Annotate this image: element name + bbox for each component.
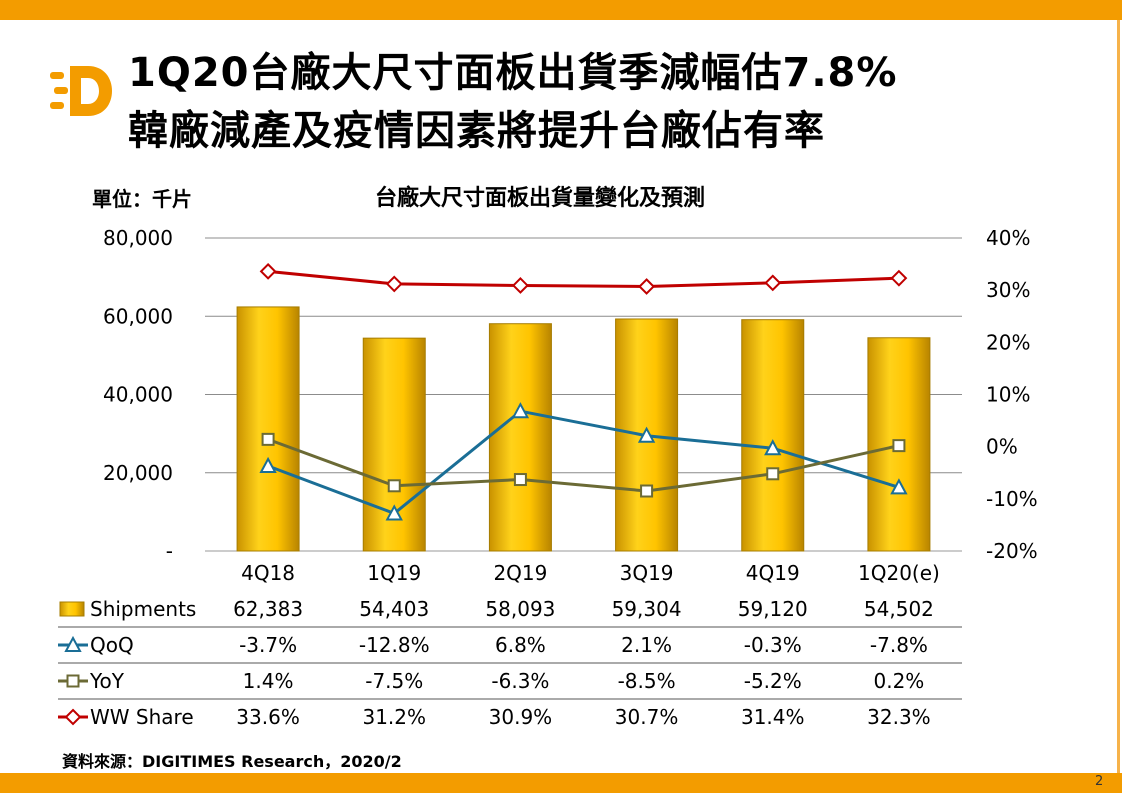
- bottom-accent-bar: [0, 773, 1122, 793]
- page-title-line2: 韓廠減產及疫情因素將提升台廠佔有率: [128, 108, 825, 154]
- category-label: 1Q20(e): [858, 561, 940, 585]
- series-line-qoq: [267, 409, 900, 516]
- bar-shipments: [488, 323, 552, 552]
- table-cell-ww-share: 30.9%: [489, 705, 553, 729]
- table-cell-yoy: -7.5%: [365, 669, 423, 693]
- right-axis-tick-label: 40%: [986, 226, 1030, 250]
- legend-label-ww-share: WW Share: [90, 705, 194, 729]
- right-axis-tick-label: 30%: [986, 278, 1030, 302]
- table-cell-ww-share: 30.7%: [615, 705, 679, 729]
- table-cell-shipments: 58,093: [485, 597, 555, 621]
- point-yoy: [640, 484, 654, 498]
- left-axis-tick-label: 60,000: [103, 304, 173, 328]
- table-cell-qoq: 6.8%: [495, 633, 546, 657]
- source-note: 資料來源：DIGITIMES Research，2020/2: [62, 752, 402, 771]
- table-cell-yoy: -6.3%: [491, 669, 549, 693]
- table-cell-yoy: 1.4%: [243, 669, 294, 693]
- point-qoq: [637, 426, 656, 443]
- point-ww-share: [638, 278, 655, 295]
- category-label: 1Q19: [367, 561, 421, 585]
- legend-marker-yoy: [66, 674, 80, 688]
- point-yoy: [766, 467, 780, 481]
- legend-marker-qoq: [64, 635, 82, 652]
- bar-shipments: [741, 319, 805, 552]
- bar-shipments: [236, 306, 300, 552]
- category-label: 4Q19: [746, 561, 800, 585]
- table-cell-shipments: 54,403: [359, 597, 429, 621]
- category-label: 4Q18: [241, 561, 295, 585]
- point-yoy: [513, 473, 527, 487]
- right-axis-tick-label: 0%: [986, 435, 1018, 459]
- table-cell-ww-share: 33.6%: [236, 705, 300, 729]
- point-ww-share: [259, 262, 277, 280]
- point-yoy: [892, 439, 906, 453]
- legend-key-shipments: [59, 601, 85, 617]
- table-cell-shipments: 62,383: [233, 597, 303, 621]
- left-axis-tick-label: -: [166, 539, 173, 563]
- unit-label: 單位：千片: [92, 187, 192, 211]
- table-cell-qoq: -3.7%: [239, 633, 297, 657]
- table-cell-yoy: 0.2%: [874, 669, 925, 693]
- table-cell-shipments: 59,304: [612, 597, 682, 621]
- table-cell-ww-share: 31.2%: [362, 705, 426, 729]
- table-cell-yoy: -5.2%: [744, 669, 802, 693]
- point-ww-share: [764, 274, 782, 292]
- legend-label-yoy: YoY: [89, 669, 125, 693]
- point-qoq: [259, 456, 277, 473]
- table-cell-qoq: 2.1%: [621, 633, 672, 657]
- table-cell-yoy: -8.5%: [618, 669, 676, 693]
- right-axis-tick-label: 10%: [986, 383, 1030, 407]
- left-axis-tick-label: 40,000: [103, 383, 173, 407]
- point-qoq: [890, 478, 908, 495]
- series-line-ww-share: [267, 269, 899, 289]
- point-ww-share: [385, 275, 403, 293]
- series-line-yoy: [267, 437, 900, 493]
- point-qoq: [511, 402, 530, 419]
- point-ww-share: [890, 269, 908, 287]
- right-accent-line: [1117, 20, 1120, 773]
- top-accent-bar: [0, 0, 1122, 20]
- digitimes-logo-icon: [50, 66, 112, 116]
- legend-label-qoq: QoQ: [90, 633, 134, 657]
- table-cell-ww-share: 32.3%: [867, 705, 931, 729]
- point-qoq: [385, 504, 403, 521]
- point-yoy: [387, 479, 401, 493]
- chart-title: 台廠大尺寸面板出貨量變化及預測: [374, 186, 705, 211]
- left-axis-tick-label: 80,000: [103, 226, 173, 250]
- table-cell-shipments: 54,502: [864, 597, 934, 621]
- page-number: 2: [1095, 774, 1104, 789]
- point-ww-share: [512, 277, 529, 294]
- table-cell-qoq: -12.8%: [359, 633, 430, 657]
- page-title-line1: 1Q20台廠大尺寸面板出貨季減幅估7.8%: [128, 50, 898, 96]
- legend-label-shipments: Shipments: [90, 597, 196, 621]
- category-label: 2Q19: [493, 561, 547, 585]
- left-axis-tick-label: 20,000: [103, 461, 173, 485]
- category-label: 3Q19: [620, 561, 674, 585]
- table-cell-qoq: -0.3%: [744, 633, 802, 657]
- point-qoq: [764, 439, 782, 456]
- point-yoy: [261, 432, 275, 446]
- right-axis-tick-label: -10%: [986, 487, 1038, 511]
- table-cell-shipments: 59,120: [738, 597, 808, 621]
- right-axis-tick-label: -20%: [986, 539, 1038, 563]
- legend-marker-ww-share: [64, 708, 82, 726]
- table-cell-ww-share: 31.4%: [741, 705, 805, 729]
- table-cell-qoq: -7.8%: [870, 633, 928, 657]
- right-axis-tick-label: 20%: [986, 330, 1030, 354]
